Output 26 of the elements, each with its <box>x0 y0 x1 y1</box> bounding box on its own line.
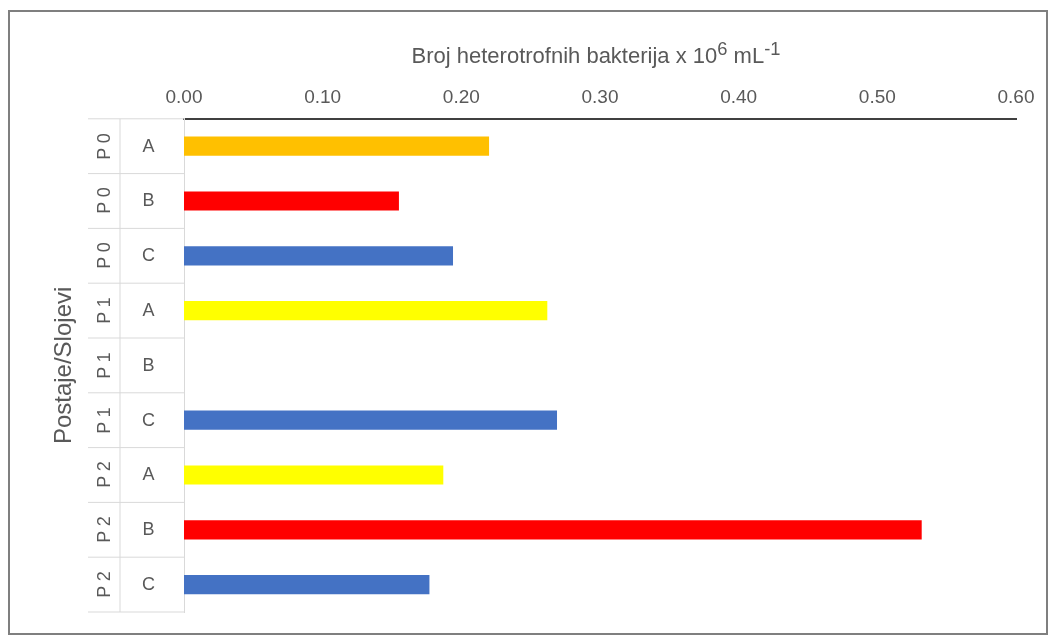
bar <box>184 301 548 321</box>
bar <box>184 465 444 485</box>
x-tick-label: 0.40 <box>720 85 758 107</box>
category-label: P 2 C <box>93 571 155 598</box>
category-label: P 0 B <box>93 187 155 215</box>
category-label: P 1 A <box>93 297 155 324</box>
y-axis-title: Postaje/Slojevi <box>48 286 76 445</box>
x-tick-label: 0.50 <box>858 85 896 107</box>
x-tick-label: 0.10 <box>304 85 342 107</box>
bar <box>184 575 430 595</box>
bar <box>184 520 922 540</box>
bar <box>184 191 399 211</box>
bar <box>184 136 490 156</box>
x-axis-title: Broj heterotrofnih bakterija x 10$^{6}$ mL$^{-1}$ <box>410 38 782 70</box>
x-tick-label: 0.20 <box>442 85 480 107</box>
category-label: P 1 C <box>93 406 155 434</box>
bar <box>184 410 558 430</box>
category-label: P 0 A <box>93 132 155 160</box>
x-tick-label: 0.60 <box>997 85 1035 107</box>
category-label: P 2 B <box>93 516 155 544</box>
bar <box>184 246 454 266</box>
category-label: P 1 B <box>93 352 155 379</box>
category-label: P 2 A <box>93 461 155 489</box>
category-label: P 0 C <box>93 242 155 270</box>
x-tick-label: 0.00 <box>165 85 203 107</box>
x-tick-label: 0.30 <box>581 85 619 107</box>
